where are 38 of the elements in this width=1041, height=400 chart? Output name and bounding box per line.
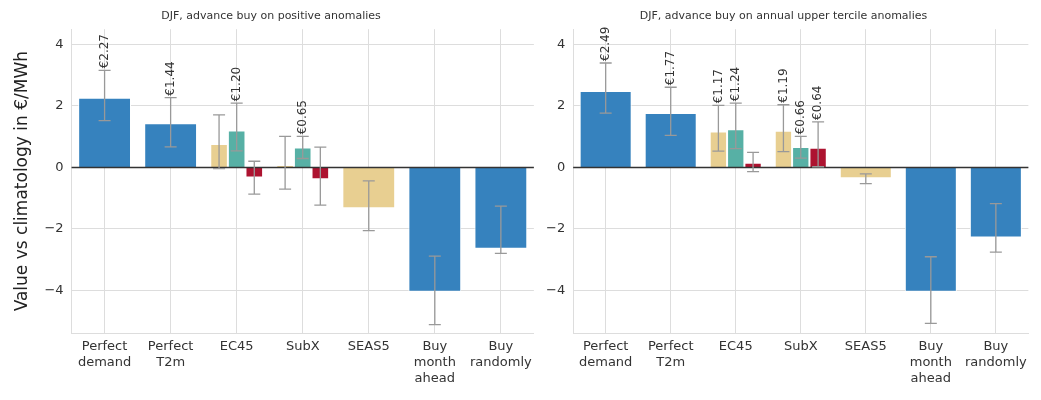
data-label: €1.20	[228, 66, 243, 102]
x-tick-label: Perfect T2m	[147, 338, 194, 369]
x-tick-label: Buy randomly	[469, 338, 533, 369]
x-tick-label: Perfect T2m	[647, 338, 694, 369]
data-label: €2.49	[597, 26, 612, 61]
y-tick-label: −2	[545, 220, 566, 236]
y-tick-label: 0	[55, 158, 64, 174]
x-tick-label: Buy month ahead	[413, 338, 456, 385]
data-label: €0.65	[294, 100, 309, 135]
x-tick-label: Perfect demand	[578, 338, 633, 369]
y-tick-label: 2	[556, 97, 566, 113]
y-tick-label: −4	[545, 281, 566, 297]
x-tick-label: EC45	[219, 338, 254, 354]
x-tick-label: EC45	[718, 338, 753, 354]
data-label: €2.27	[96, 33, 111, 69]
y-tick-label: −2	[44, 220, 64, 236]
y-tick-label: 4	[55, 35, 64, 51]
data-label: €1.44	[162, 61, 177, 96]
x-tick-label: SubX	[285, 338, 320, 354]
chart-title: DJF, advance buy on annual upper tercile anomalies	[639, 9, 928, 23]
x-tick-label: SubX	[783, 338, 818, 354]
y-axis-title: Value vs climatology in €/MWh	[10, 51, 31, 312]
y-tick-label: 2	[55, 97, 64, 113]
y-tick-label: 0	[556, 158, 566, 174]
data-label: €1.17	[710, 68, 725, 104]
x-tick-label: Buy month ahead	[909, 338, 952, 385]
x-tick-label: SEAS5	[347, 338, 390, 354]
x-tick-label: Buy randomly	[964, 338, 1028, 369]
data-label: €1.19	[775, 68, 790, 103]
x-tick-label: SEAS5	[844, 338, 887, 354]
y-tick-label: 4	[556, 35, 566, 51]
data-label: €0.64	[810, 85, 825, 120]
x-tick-label: Perfect demand	[77, 338, 132, 369]
data-label: €1.24	[727, 66, 742, 102]
chart-title: DJF, advance buy on positive anomalies	[161, 9, 382, 23]
data-label: €0.66	[792, 100, 807, 135]
data-label: €1.77	[662, 50, 677, 86]
y-tick-label: −4	[44, 281, 64, 297]
